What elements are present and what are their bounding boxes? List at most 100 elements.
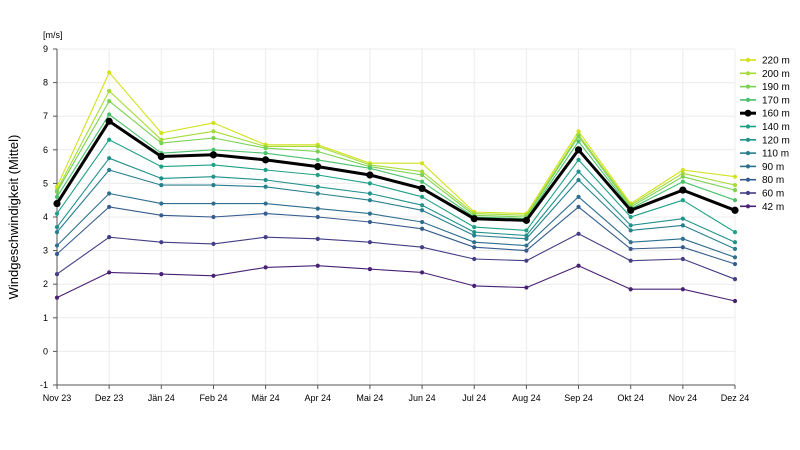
data-point — [680, 287, 685, 292]
data-point — [315, 236, 320, 241]
data-point — [628, 223, 633, 228]
x-tick-label: Jän 24 — [148, 393, 175, 403]
data-point — [732, 277, 738, 282]
y-tick-label: 4 — [43, 212, 48, 222]
series-42m — [54, 263, 738, 304]
data-point — [419, 219, 425, 225]
x-tick-label: Nov 23 — [43, 393, 72, 403]
legend-marker — [745, 190, 751, 196]
data-point — [576, 231, 581, 236]
data-point — [107, 235, 112, 240]
data-point — [732, 188, 738, 193]
data-point — [680, 216, 685, 221]
legend-item-120m: 120 m — [740, 135, 790, 146]
legend-marker — [745, 177, 751, 182]
data-point — [211, 120, 216, 126]
data-point — [107, 98, 112, 104]
data-point — [211, 273, 216, 278]
data-point — [315, 144, 320, 149]
series-line-160m — [55, 119, 736, 222]
data-point — [54, 194, 60, 199]
x-tick-label: Dez 23 — [95, 393, 124, 403]
legend-marker — [744, 109, 752, 117]
data-point — [732, 240, 738, 245]
legend-label: 120 m — [762, 135, 790, 146]
data-point — [732, 182, 738, 188]
series-group — [53, 70, 739, 304]
data-point — [107, 191, 112, 196]
data-point — [680, 171, 685, 176]
data-point — [211, 174, 216, 179]
legend-marker — [745, 57, 751, 63]
y-tick-label: 0 — [43, 346, 48, 356]
data-point — [159, 137, 164, 142]
x-tick-label: Apr 24 — [305, 393, 332, 403]
y-unit-label: [m/s] — [43, 30, 63, 40]
data-point — [576, 134, 581, 139]
data-point — [419, 208, 425, 213]
legend-label: 200 m — [762, 69, 790, 80]
data-point — [367, 198, 373, 203]
data-point — [159, 272, 164, 277]
data-point — [472, 224, 477, 230]
data-point — [315, 191, 320, 196]
legend-label: 140 m — [762, 122, 790, 133]
data-point — [472, 230, 477, 235]
data-point — [680, 179, 685, 184]
legend-marker — [745, 151, 751, 156]
series-line-80m — [56, 206, 736, 265]
data-point — [576, 129, 581, 134]
x-tick-label: Jun 24 — [409, 393, 436, 403]
data-point — [263, 177, 268, 183]
data-point — [54, 224, 60, 230]
data-point — [472, 245, 477, 250]
legend-item-190m: 190 m — [740, 82, 790, 93]
series-line-190m — [56, 100, 736, 218]
series-60m — [54, 231, 738, 282]
data-point — [628, 240, 633, 245]
data-point — [524, 233, 529, 238]
x-tick-label: Aug 24 — [512, 393, 541, 403]
data-point — [107, 88, 112, 94]
data-point — [366, 171, 374, 179]
data-point — [732, 230, 738, 235]
series-90m — [54, 191, 738, 260]
legend-label: 170 m — [762, 95, 790, 106]
data-point — [367, 191, 373, 196]
legend-item-90m: 90 m — [740, 162, 784, 173]
data-point — [732, 246, 738, 252]
data-point — [159, 213, 164, 218]
series-140m — [54, 137, 738, 235]
data-point — [419, 169, 425, 174]
data-point — [263, 184, 268, 189]
data-point — [419, 161, 425, 166]
series-220m — [54, 70, 738, 216]
data-point — [54, 243, 60, 248]
data-point — [732, 255, 738, 260]
series-line-170m — [56, 113, 736, 220]
data-point — [107, 156, 112, 161]
legend-label: 160 m — [762, 109, 790, 120]
data-point — [524, 236, 529, 241]
data-point — [159, 130, 164, 136]
data-point — [732, 261, 738, 267]
series-110m — [54, 167, 738, 252]
data-point — [524, 243, 529, 248]
y-tick-label: -1 — [40, 380, 48, 390]
x-tick-label: Jul 24 — [462, 393, 486, 403]
data-point — [576, 157, 581, 162]
grid — [56, 48, 736, 386]
data-point — [263, 167, 268, 173]
legend-item-110m: 110 m — [740, 149, 789, 160]
data-point — [472, 233, 477, 238]
data-point — [367, 240, 373, 245]
data-point — [53, 199, 61, 208]
series-line-90m — [56, 192, 736, 258]
series-line-140m — [56, 139, 736, 233]
data-point — [315, 149, 320, 154]
data-point — [263, 265, 268, 270]
data-point — [211, 201, 216, 206]
data-point — [576, 177, 581, 183]
legend-label: 80 m — [762, 175, 784, 186]
